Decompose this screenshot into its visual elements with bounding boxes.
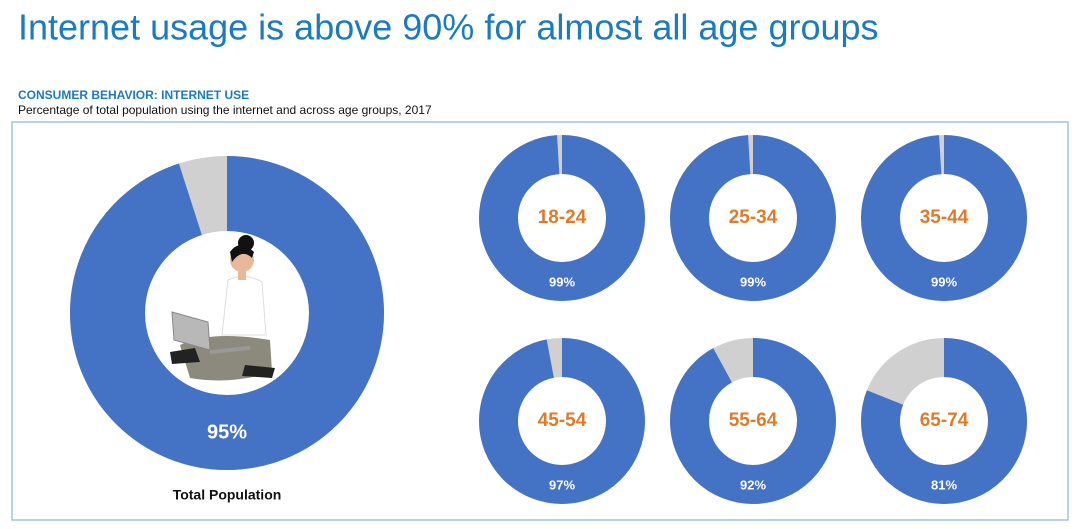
- donut-segment: [479, 338, 645, 504]
- page-title: Internet usage is above 90% for almost a…: [18, 7, 879, 48]
- value-label: 97%: [549, 477, 575, 492]
- donut-segment: [479, 135, 645, 301]
- illustration: [170, 235, 275, 381]
- donut-label: 65-74: [920, 410, 969, 431]
- frame: [11, 121, 1069, 521]
- donut-label: 55-64: [729, 410, 778, 431]
- donut-label: 18-24: [538, 207, 587, 228]
- donut-segment: [861, 135, 1027, 301]
- donut-segment: [670, 135, 836, 301]
- donut-segment: [70, 156, 384, 470]
- value-label: 99%: [931, 274, 957, 289]
- donut-segment: [861, 338, 1027, 504]
- donut-label: 35-44: [920, 207, 969, 228]
- donut-segment: [670, 338, 836, 504]
- donut-label: 45-54: [538, 410, 587, 431]
- value-label: 92%: [740, 477, 766, 492]
- subtitle: Percentage of total population using the…: [18, 103, 432, 117]
- value-label: 81%: [931, 477, 957, 492]
- value-label: 99%: [549, 274, 575, 289]
- value-label: 99%: [740, 274, 766, 289]
- value-label: 95%: [207, 421, 247, 443]
- kicker: CONSUMER BEHAVIOR: INTERNET USE: [18, 88, 249, 102]
- donut-label: 25-34: [729, 207, 778, 228]
- donut-label: Total Population: [173, 487, 282, 503]
